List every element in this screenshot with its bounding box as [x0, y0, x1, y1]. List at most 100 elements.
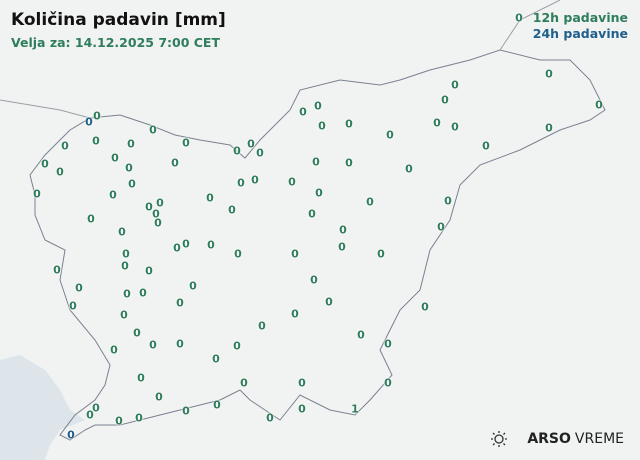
station-value: 0 — [182, 404, 190, 418]
station-value: 0 — [93, 109, 101, 123]
station-value: 0 — [451, 78, 459, 92]
station-value: 0 — [86, 408, 94, 422]
station-value: 0 — [69, 299, 77, 313]
station-value: 0 — [515, 11, 523, 25]
station-value: 0 — [314, 99, 322, 113]
station-value: 0 — [288, 175, 296, 189]
legend: 12h padavine 24h padavine — [533, 10, 628, 42]
station-value: 0 — [137, 371, 145, 385]
station-value: 0 — [258, 319, 266, 333]
station-value: 0 — [291, 247, 299, 261]
station-value: 0 — [318, 119, 326, 133]
legend-12h: 12h padavine — [532, 10, 628, 25]
logo-brand: ARSO — [527, 431, 571, 447]
station-value: 0 — [149, 338, 157, 352]
station-value: 0 — [61, 139, 69, 153]
valid-time: Velja za: 14.12.2025 7:00 CET — [11, 35, 220, 50]
station-value: 0 — [127, 137, 135, 151]
station-value: 0 — [405, 162, 413, 176]
station-value: 0 — [421, 300, 429, 314]
station-value: 0 — [247, 137, 255, 151]
station-value: 0 — [384, 337, 392, 351]
station-value: 0 — [182, 237, 190, 251]
station-value: 0 — [338, 240, 346, 254]
station-value: 0 — [173, 241, 181, 255]
station-value: 0 — [266, 411, 274, 425]
station-value: 0 — [53, 263, 61, 277]
station-value: 0 — [115, 414, 123, 428]
station-value: 0 — [139, 286, 147, 300]
station-value: 0 — [233, 144, 241, 158]
logo-product: VREME — [574, 431, 624, 447]
station-value: 0 — [118, 225, 126, 239]
station-value: 0 — [315, 186, 323, 200]
station-value: 0 — [299, 105, 307, 119]
station-value: 0 — [122, 247, 130, 261]
country-border — [29, 49, 606, 441]
station-value: 0 — [207, 238, 215, 252]
station-value: 0 — [125, 161, 133, 175]
station-value: 0 — [384, 376, 392, 390]
station-value: 0 — [357, 328, 365, 342]
station-value: 0 — [234, 247, 242, 261]
station-value: 0 — [206, 191, 214, 205]
arso-logo: ARSO VREME — [489, 430, 624, 448]
station-value: 0 — [156, 196, 164, 210]
station-value: 0 — [251, 173, 259, 187]
station-value: 0 — [85, 115, 93, 129]
station-value: 0 — [56, 165, 64, 179]
station-value: 0 — [433, 116, 441, 130]
station-value: 0 — [310, 273, 318, 287]
station-value: 0 — [133, 326, 141, 340]
station-value: 0 — [92, 401, 100, 415]
station-value: 0 — [110, 343, 118, 357]
station-value: 0 — [176, 337, 184, 351]
station-value: 0 — [308, 207, 316, 221]
station-value: 0 — [154, 216, 162, 230]
station-value: 0 — [228, 203, 236, 217]
station-value: 0 — [339, 223, 347, 237]
station-value: 0 — [345, 156, 353, 170]
station-value: 0 — [377, 247, 385, 261]
station-value: 0 — [189, 279, 197, 293]
station-value: 0 — [109, 188, 117, 202]
station-value: 0 — [545, 67, 553, 81]
station-value: 0 — [386, 128, 394, 142]
page-title: Količina padavin [mm] — [11, 10, 226, 30]
station-value: 0 — [256, 146, 264, 160]
station-value: 0 — [111, 151, 119, 165]
station-value: 0 — [545, 121, 553, 135]
station-value: 1 — [351, 402, 359, 416]
station-value: 0 — [325, 295, 333, 309]
station-value: 0 — [149, 123, 157, 137]
station-value: 0 — [75, 281, 83, 295]
station-value: 0 — [312, 155, 320, 169]
station-value: 0 — [121, 259, 129, 273]
station-value: 0 — [135, 411, 143, 425]
station-value: 0 — [444, 194, 452, 208]
station-value: 0 — [237, 176, 245, 190]
station-value: 0 — [298, 376, 306, 390]
station-value: 0 — [33, 187, 41, 201]
station-value: 0 — [128, 177, 136, 191]
northern-border — [0, 0, 561, 119]
station-value: 0 — [87, 212, 95, 226]
station-value: 0 — [152, 207, 160, 221]
station-value: 0 — [176, 296, 184, 310]
station-value: 0 — [213, 398, 221, 412]
sun-cloud-icon — [491, 431, 508, 447]
station-value: 0 — [212, 352, 220, 366]
station-value: 0 — [92, 134, 100, 148]
station-value: 0 — [67, 428, 75, 442]
station-value: 0 — [595, 98, 603, 112]
station-value: 0 — [366, 195, 374, 209]
station-value: 0 — [145, 200, 153, 214]
station-value: 0 — [240, 376, 248, 390]
station-value: 0 — [123, 287, 131, 301]
station-value: 0 — [298, 402, 306, 416]
station-value: 0 — [437, 220, 445, 234]
station-value: 0 — [182, 136, 190, 150]
station-value: 0 — [155, 390, 163, 404]
station-value: 0 — [451, 120, 459, 134]
